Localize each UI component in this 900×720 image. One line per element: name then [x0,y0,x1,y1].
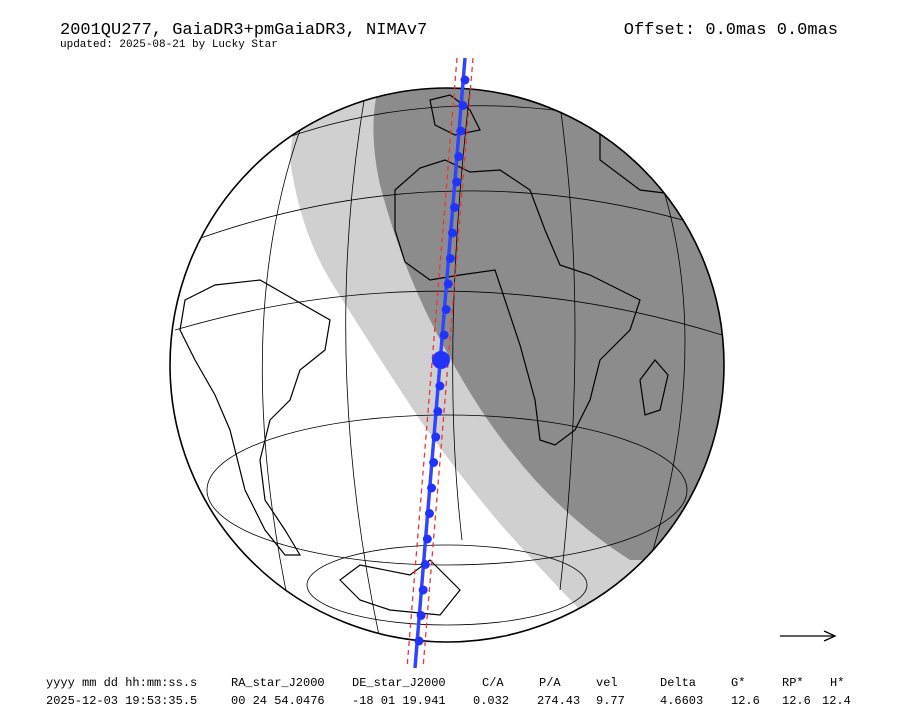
globe [170,88,724,642]
track-dot [450,203,460,212]
table-cell: 9.77 [596,694,625,708]
column-header: yyyy mm dd hh:mm:ss.s [46,676,197,690]
track-dot [443,279,453,289]
track-dot [447,228,457,238]
track-dot [435,381,445,391]
table-cell: 4.6603 [660,694,703,708]
event-table: yyyy mm dd hh:mm:ss.s RA_star_J2000 DE_sta… [46,676,851,708]
track-dot [429,458,439,467]
direction-arrow [780,630,837,642]
offset-label: Offset: 0.0mas 0.0mas [624,21,838,40]
column-header: RA_star_J2000 [231,676,325,690]
column-header: vel [596,676,618,690]
map-title: 2001QU277, GaiaDR3+pmGaiaDR3, NIMAv7 [60,21,427,40]
column-header: C/A [482,676,504,690]
table-cell: 0.032 [473,694,509,708]
track-dot [445,254,455,263]
occultation-track [406,57,474,669]
track-dot [460,75,470,85]
track-dot [427,483,437,493]
table-cell: -18 01 19.941 [352,694,446,708]
column-header: RP* [782,676,804,690]
track-dot [452,177,462,187]
column-header: G* [731,676,745,690]
table-cell: 12.4 [822,694,851,708]
table-cell: 12.6 [782,694,811,708]
table-cell: 2025-12-03 19:53:35.5 [46,694,197,708]
column-header: H* [830,676,844,690]
track-dot [416,611,426,620]
night-side [373,88,724,560]
track-dot [424,509,434,518]
map-subtitle: updated: 2025-08-21 by Lucky Star [60,39,278,51]
track-dot [433,407,443,416]
column-header: P/A [539,676,561,690]
track-dot [454,152,464,161]
table-cell: 274.43 [537,694,580,708]
uncertainty-line [406,57,458,669]
track-dot [456,126,466,136]
track-dot [418,585,428,595]
track-dot [458,101,468,110]
track-dot [431,432,441,442]
coastlines [179,94,724,616]
central-instant-dot [432,351,450,369]
globe-outline [169,87,725,643]
column-header: Delta [660,676,696,690]
column-header: DE_star_J2000 [352,676,446,690]
table-cell: 00 24 54.0476 [231,694,325,708]
track-dot [414,636,424,646]
track-dot [441,305,451,314]
table-cell: 12.6 [731,694,760,708]
track-dot [439,330,449,340]
track-dot [422,534,432,544]
track-dot [420,560,430,569]
